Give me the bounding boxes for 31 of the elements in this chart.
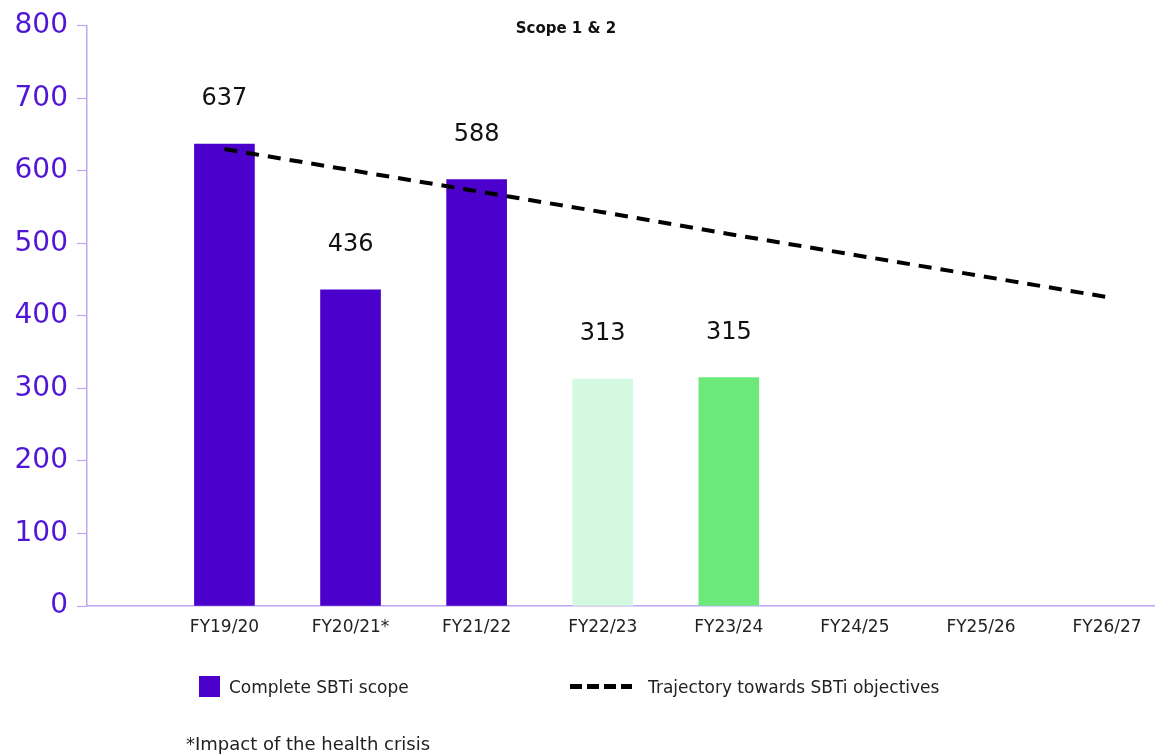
x-tick-label: FY25/26 <box>946 615 1016 636</box>
x-tick-label: FY22/23 <box>568 615 638 636</box>
y-tick-label: 800 <box>14 7 68 41</box>
x-tick-label: FY19/20 <box>189 615 260 636</box>
text: *Impact of the health crisis <box>186 733 431 754</box>
y-tick-label: 200 <box>14 442 68 476</box>
x-tick-label: FY24/25 <box>820 615 890 636</box>
x-tick-label: FY26/27 <box>1072 615 1142 636</box>
data-label: 313 <box>579 318 626 347</box>
y-tick-label: 100 <box>14 514 68 548</box>
bar <box>572 378 634 606</box>
x-tick-label: FY23/24 <box>694 615 764 636</box>
x-tick-label: FY21/22 <box>442 615 512 636</box>
chart-title: Scope 1 & 2 <box>514 19 618 37</box>
bar <box>698 377 760 606</box>
legend-label: Complete SBTi scope <box>229 676 409 697</box>
legend-label: Trajectory towards SBTi objectives <box>648 676 940 697</box>
bar <box>446 179 507 606</box>
bar <box>194 143 255 606</box>
data-label: 315 <box>705 316 752 345</box>
data-label: 637 <box>201 83 248 112</box>
y-tick-label: 0 <box>50 587 68 621</box>
data-label: 436 <box>327 229 374 258</box>
y-tick-label: 500 <box>14 224 68 258</box>
y-tick-label: 600 <box>14 152 68 186</box>
bar <box>320 289 381 606</box>
data-label: 588 <box>453 118 500 147</box>
y-tick-label: 700 <box>14 79 68 113</box>
x-tick-label: FY20/21* <box>311 615 390 636</box>
y-tick-label: 400 <box>14 297 68 331</box>
y-tick-label: 300 <box>14 369 68 403</box>
